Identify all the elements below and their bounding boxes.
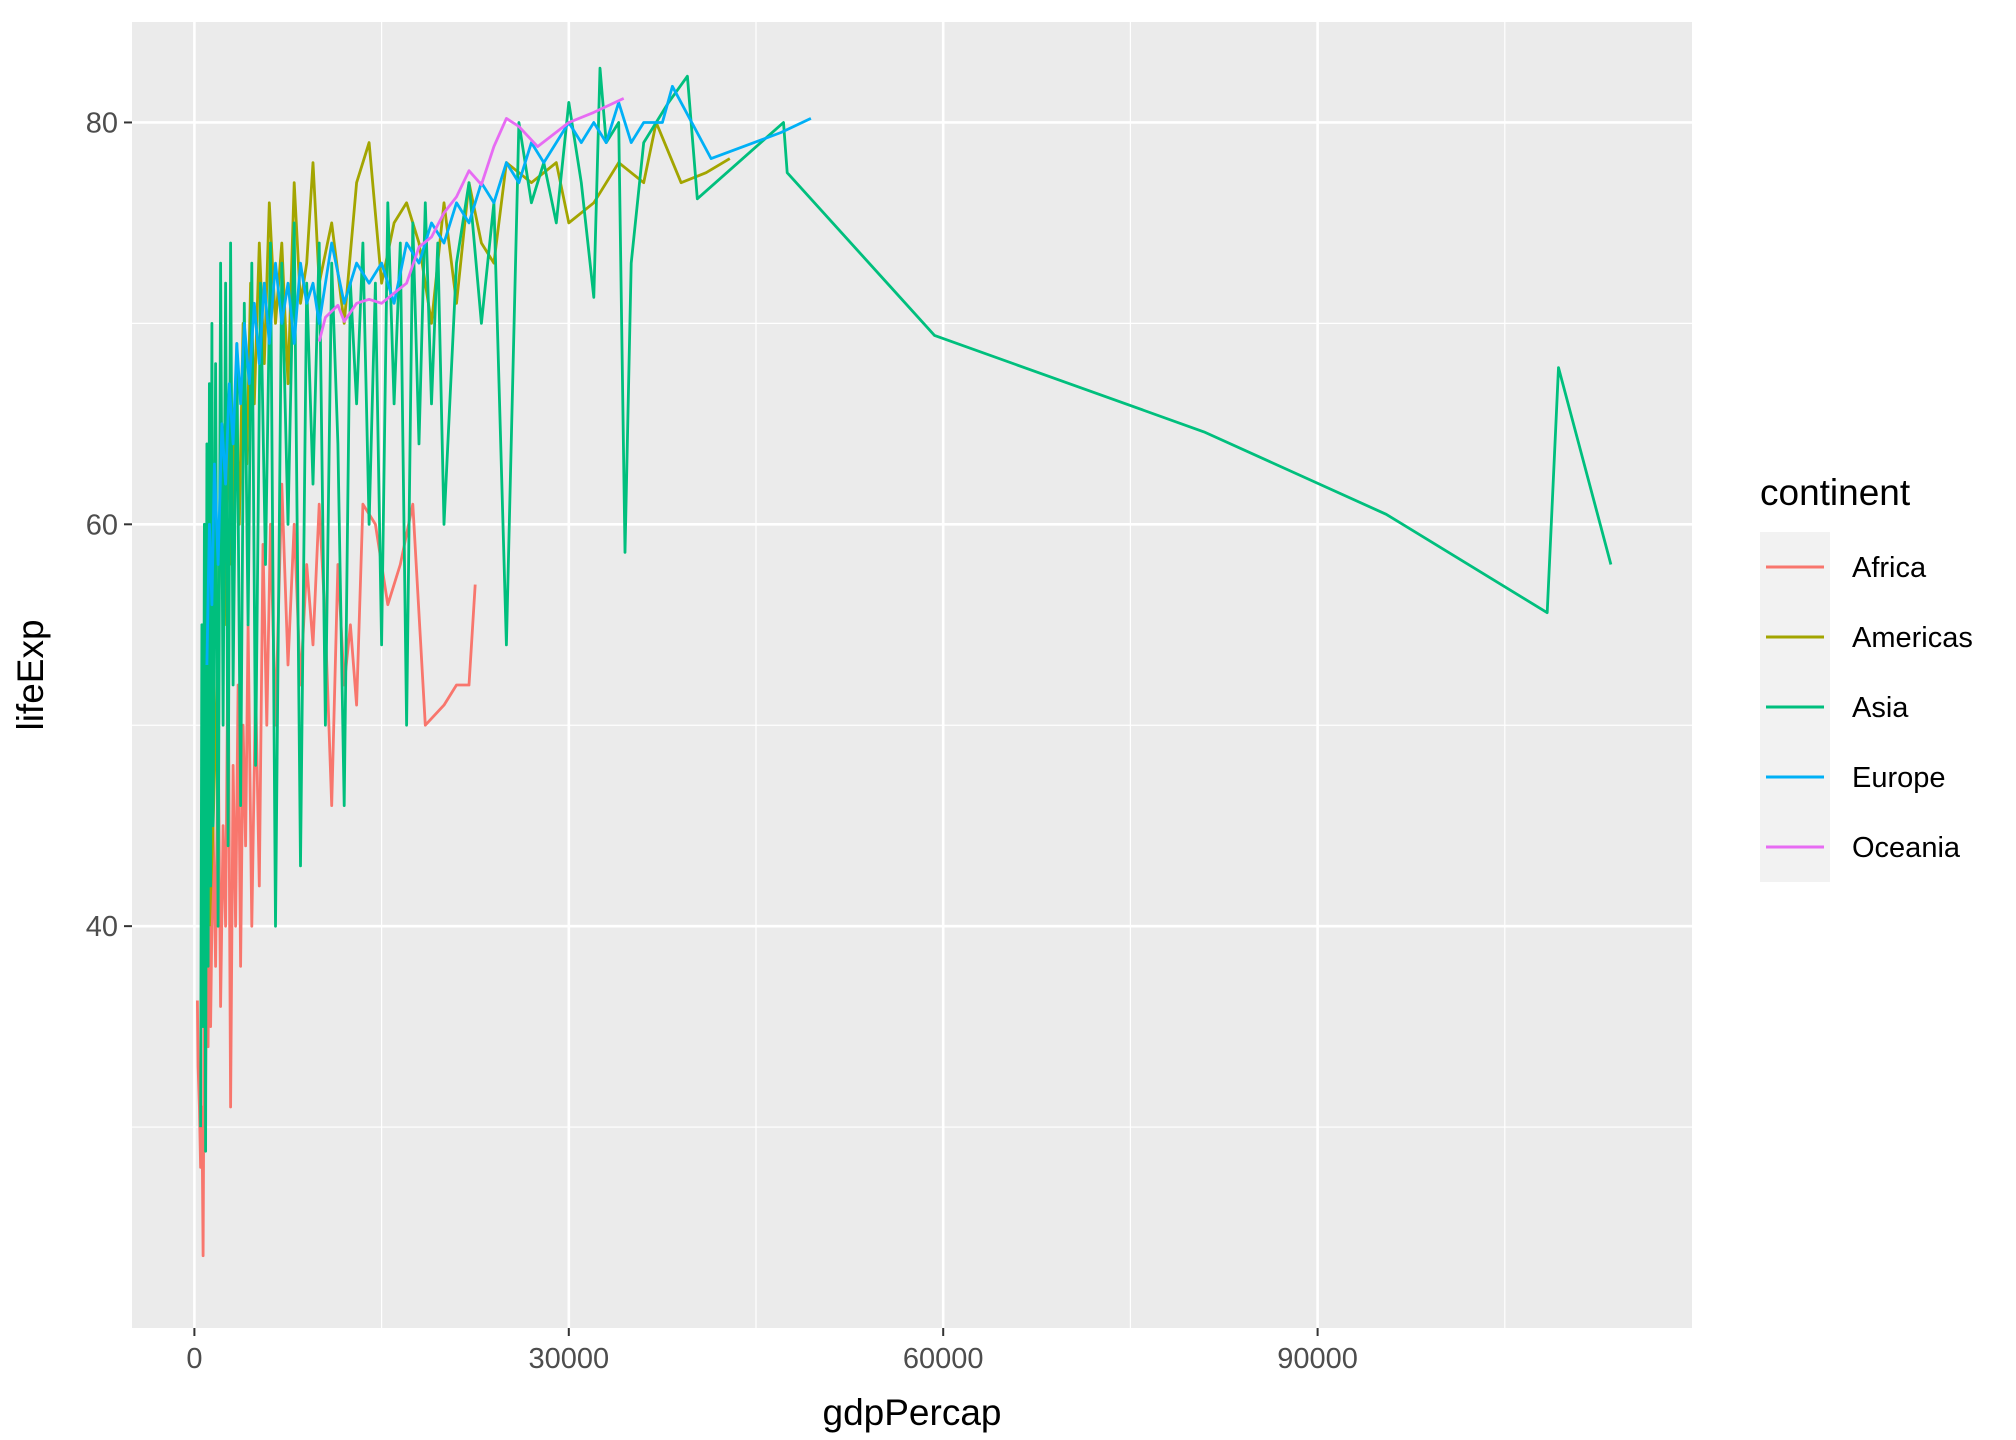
panel-background — [132, 22, 1692, 1328]
y-axis-title: lifeExp — [10, 619, 51, 730]
legend: continent Africa Americas Asia Europe Oceani… — [1760, 472, 1973, 882]
legend-label-asia: Asia — [1852, 692, 1909, 724]
y-tick-label: 60 — [86, 509, 118, 541]
y-tick-label: 40 — [86, 911, 118, 943]
y-axis: 40 60 80 — [86, 107, 132, 943]
x-tick-label: 30000 — [528, 1343, 609, 1375]
legend-label-europe: Europe — [1852, 762, 1946, 794]
series-line-asia — [199, 66, 1613, 1153]
x-tick-label: 0 — [186, 1343, 202, 1375]
series-line-oceania — [317, 97, 625, 342]
series-line-europe — [205, 84, 812, 666]
major-gridlines — [132, 22, 1692, 1328]
data-lines — [196, 66, 1613, 1258]
y-tick-label: 80 — [86, 107, 118, 139]
x-axis-title: gdpPercap — [823, 1392, 1002, 1433]
legend-title: continent — [1760, 472, 1911, 513]
legend-label-americas: Americas — [1852, 622, 1973, 654]
x-tick-label: 60000 — [903, 1343, 984, 1375]
legend-label-oceania: Oceania — [1852, 832, 1961, 864]
legend-items: Africa Americas Asia Europe Oceania — [1766, 552, 1973, 864]
x-tick-label: 90000 — [1277, 1343, 1358, 1375]
legend-label-africa: Africa — [1852, 552, 1927, 584]
x-axis: 0 30000 60000 90000 — [186, 1328, 1358, 1375]
